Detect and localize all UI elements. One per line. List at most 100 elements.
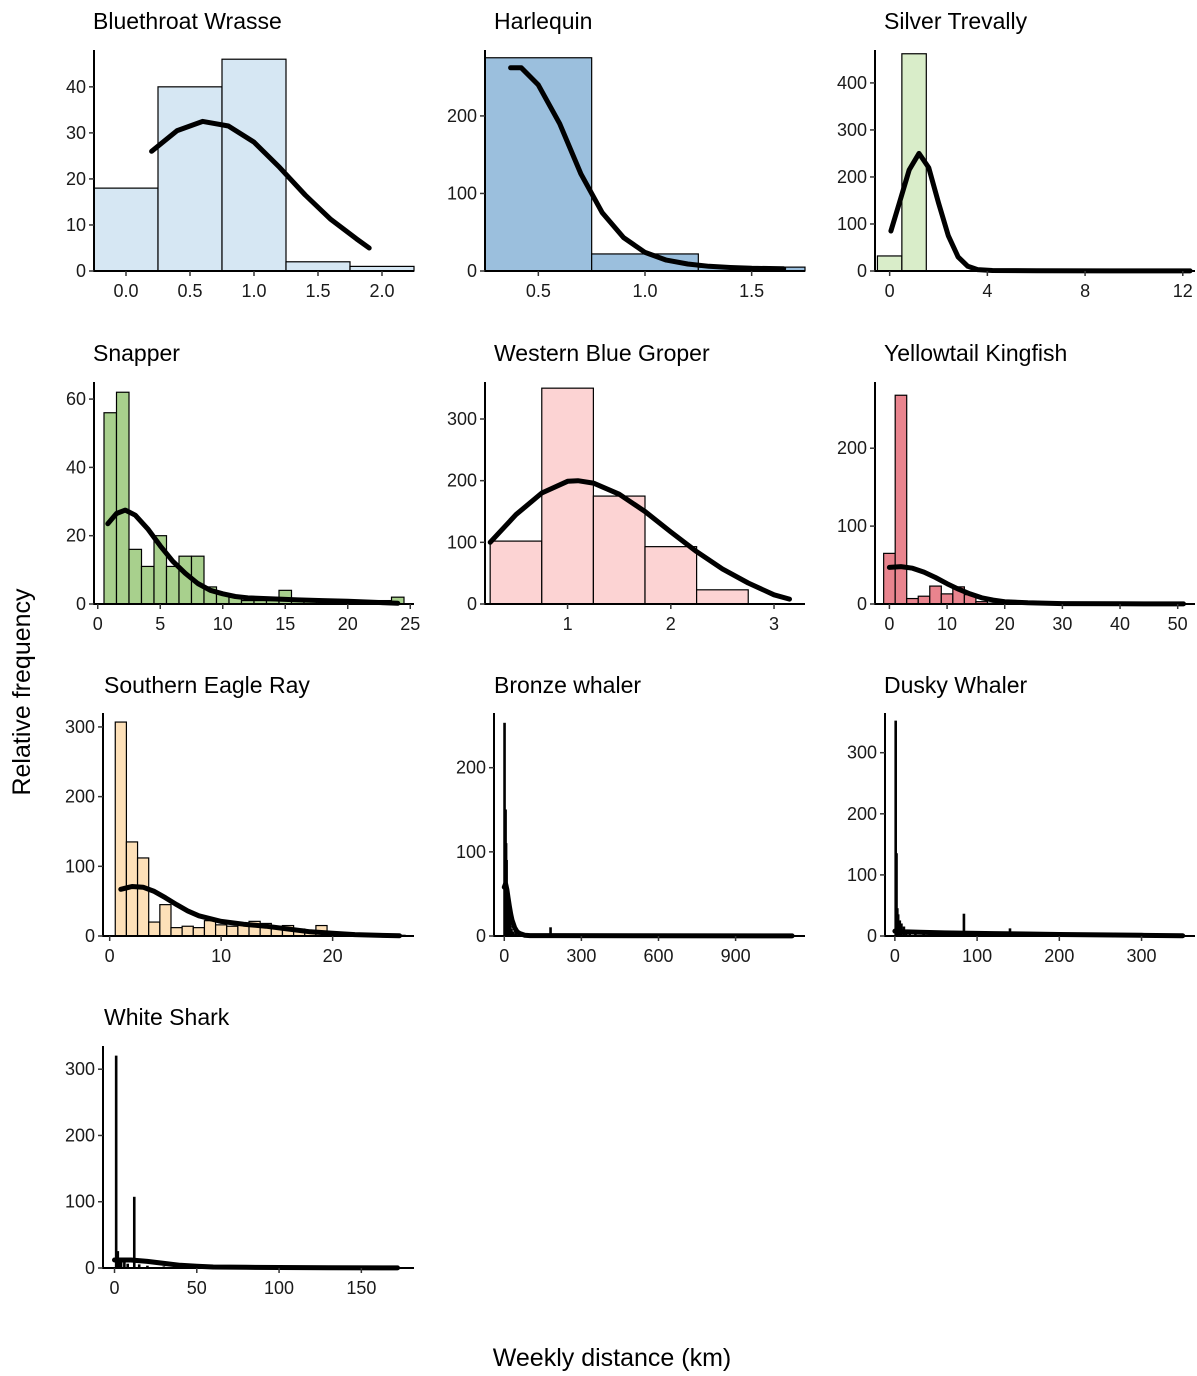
y-tick-label: 20: [66, 526, 86, 546]
x-tick-label: 150: [346, 1278, 376, 1298]
x-tick-label: 0.5: [177, 281, 202, 301]
panel-title: Bluethroat Wrasse: [93, 8, 282, 34]
y-tick-label: 0: [867, 926, 877, 946]
histogram-bar: [114, 1055, 118, 1269]
x-tick-label: 1.0: [632, 281, 657, 301]
x-tick-label: 0: [499, 946, 509, 966]
x-tick-label: 300: [566, 946, 596, 966]
x-tick-label: 0: [884, 614, 894, 634]
x-tick-label: 100: [264, 1278, 294, 1298]
histogram-bar: [929, 585, 942, 605]
x-tick-label: 20: [995, 614, 1015, 634]
x-tick-label: 30: [1052, 614, 1072, 634]
panel-dusky-whaler: Dusky Whaler 0 100 200 300 0 100 200 300: [847, 672, 1195, 966]
y-tick-label: 100: [837, 214, 867, 234]
panel-yellowtail-kingfish: Yellowtail Kingfish 0 100 200 0 10 20 30 40 50: [837, 340, 1195, 634]
y-tick-label: 100: [447, 532, 477, 552]
y-tick-label: 0: [76, 594, 86, 614]
panel-title: White Shark: [104, 1004, 230, 1030]
panel-title: Bronze whaler: [494, 672, 641, 698]
histogram-bar: [157, 86, 223, 272]
y-tick-label: 100: [447, 183, 477, 203]
density-curve: [149, 118, 372, 251]
histogram-bar: [917, 595, 931, 605]
x-tick-label: 0.5: [526, 281, 551, 301]
histogram-bar: [115, 391, 130, 605]
histogram-bar: [940, 593, 954, 605]
y-tick-label: 30: [66, 123, 86, 143]
y-tick-label: 20: [66, 169, 86, 189]
y-tick-label: 200: [837, 438, 867, 458]
histogram-bar: [192, 927, 206, 937]
x-tick-label: 20: [338, 614, 358, 634]
panel-silver-trevally: Silver Trevally 0 100 200 300 400 0 4 8 12: [837, 8, 1195, 301]
y-tick-label: 0: [76, 261, 86, 281]
y-tick-label: 10: [66, 215, 86, 235]
x-tick-label: 4: [982, 281, 992, 301]
y-tick-label: 200: [837, 167, 867, 187]
x-axis-title: Weekly distance (km): [493, 1344, 732, 1372]
x-tick-label: 600: [643, 946, 673, 966]
x-tick-label: 200: [1044, 946, 1074, 966]
histogram-bar: [644, 546, 698, 605]
histogram-bar: [128, 548, 143, 605]
panel-bluethroat-wrasse: Bluethroat Wrasse 0 10 20 30 40 0.0 0.5 1.0 1.5 2.…: [66, 8, 415, 301]
x-tick-label: 0.0: [113, 281, 138, 301]
y-tick-label: 300: [447, 409, 477, 429]
y-tick-label: 0: [467, 594, 477, 614]
histogram-bar: [592, 495, 646, 605]
y-tick-label: 0: [857, 594, 867, 614]
x-tick-label: 10: [937, 614, 957, 634]
density-curve: [118, 884, 402, 939]
panel-white-shark: White Shark 0 100 200 300 0 50 100 150: [65, 1004, 414, 1298]
y-axis-title: Relative frequency: [8, 588, 36, 796]
histogram-bar: [214, 924, 228, 937]
x-tick-label: 2.0: [369, 281, 394, 301]
y-tick-label: 200: [65, 1125, 95, 1145]
x-tick-label: 25: [400, 614, 420, 634]
x-tick-label: 1.5: [739, 281, 764, 301]
x-tick-label: 900: [721, 946, 751, 966]
panel-title: Silver Trevally: [884, 8, 1028, 34]
y-tick-label: 300: [65, 717, 95, 737]
x-tick-label: 0: [885, 281, 895, 301]
histogram-bar: [159, 904, 172, 937]
histogram-bar: [876, 255, 903, 272]
y-tick-label: 0: [467, 261, 477, 281]
x-tick-label: 10: [211, 946, 231, 966]
histogram-bar: [541, 387, 594, 605]
histogram-bar: [489, 540, 543, 605]
y-tick-label: 100: [847, 865, 877, 885]
histogram-bar: [178, 555, 193, 605]
histogram-bar: [285, 261, 351, 272]
density-curve: [105, 507, 401, 606]
x-tick-label: 0: [93, 614, 103, 634]
histogram-bar: [114, 721, 128, 937]
x-tick-label: 100: [962, 946, 992, 966]
x-tick-label: 50: [1168, 614, 1188, 634]
y-tick-label: 300: [65, 1059, 95, 1079]
panel-harlequin: Harlequin 0 100 200 0.5 1.0 1.5: [447, 8, 806, 301]
x-tick-label: 1.5: [305, 281, 330, 301]
histogram-bar: [103, 412, 118, 605]
y-tick-label: 200: [447, 471, 477, 491]
panel-title: Dusky Whaler: [884, 672, 1027, 698]
x-tick-label: 50: [187, 1278, 207, 1298]
histogram-bar: [203, 920, 217, 937]
y-tick-label: 200: [447, 106, 477, 126]
histogram-bar: [696, 589, 749, 605]
histogram-bar: [140, 565, 155, 605]
y-tick-label: 300: [847, 743, 877, 763]
y-tick-label: 0: [476, 926, 486, 946]
histogram-bar: [894, 394, 908, 605]
y-tick-label: 0: [85, 1258, 95, 1278]
histogram-bar: [165, 565, 180, 605]
panel-western-blue-groper: Western Blue Groper 0 100 200 300 1 2 3: [447, 340, 805, 634]
panel-southern-eagle-ray: Southern Eagle Ray 0 100 200 300 0 10 20: [65, 672, 414, 966]
histogram-bar: [136, 857, 150, 937]
density-curve: [508, 65, 787, 272]
y-tick-label: 0: [85, 926, 95, 946]
density-curve: [487, 478, 792, 602]
histogram-bar: [148, 921, 161, 937]
